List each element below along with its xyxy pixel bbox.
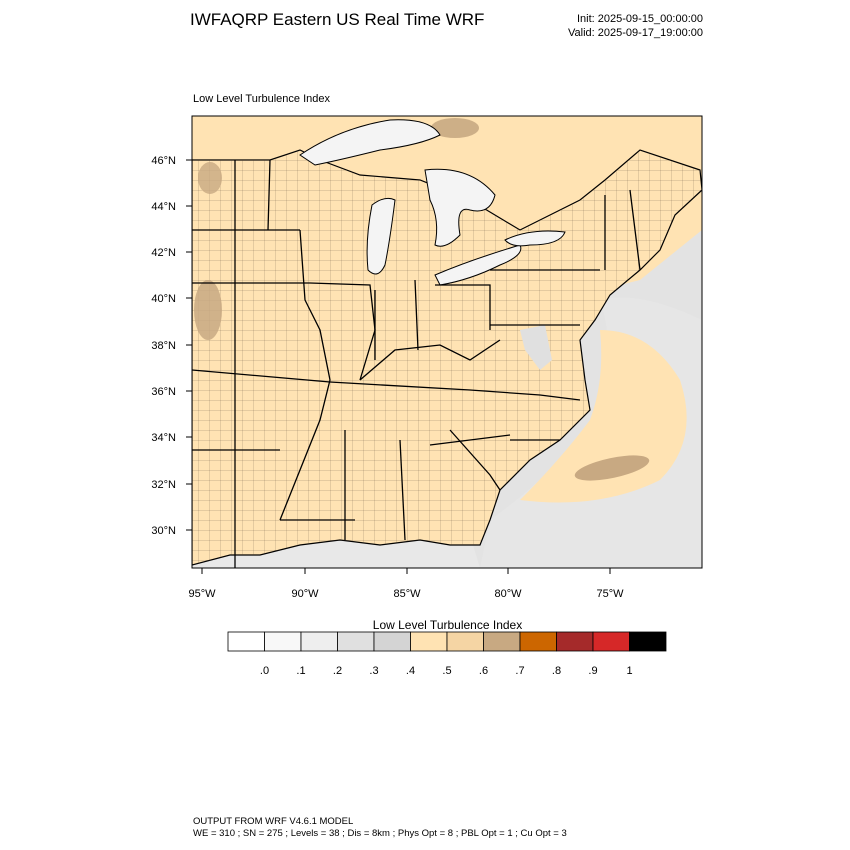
lon-label: 80°W [494, 588, 522, 600]
lat-label: 46°N [151, 155, 176, 167]
colorbar-box [337, 631, 375, 652]
colorbar-tick-label: .5 [442, 665, 451, 677]
lake-superior [299, 119, 441, 166]
lat-label: 32°N [151, 479, 176, 491]
init-time: Init: 2025-09-15_00:00:00 [577, 13, 703, 25]
lake-ontario [504, 230, 566, 247]
chesapeake-gray [520, 325, 552, 370]
longitude-axis: 95°W 90°W 85°W 80°W 75°W [188, 568, 624, 600]
colorbar-box [519, 631, 557, 652]
colorbar-box [629, 631, 667, 652]
colorbar-box [227, 631, 265, 652]
lake-erie [434, 244, 522, 286]
atlantic-high-index-patch [574, 455, 650, 481]
lat-label: 38°N [151, 340, 176, 352]
map-title: IWFAQRP Eastern US Real Time WRF [190, 10, 485, 29]
lat-label: 40°N [151, 293, 176, 305]
colorbar-box [556, 631, 594, 652]
lake-huron [424, 168, 496, 247]
model-info-line1: OUTPUT FROM WRF V4.6.1 MODEL [193, 816, 354, 827]
colorbar-tick-label: .2 [333, 665, 342, 677]
lake-michigan [366, 197, 396, 275]
field-subtitle: Low Level Turbulence Index [193, 93, 330, 105]
colorbar-tick-label: .0 [260, 665, 269, 677]
north-plains-patch [198, 162, 222, 194]
colorbar-box [264, 631, 302, 652]
colorbar-tick-label: 1 [626, 665, 632, 677]
ontario-patch [431, 118, 479, 138]
lat-label: 30°N [151, 525, 176, 537]
colorbar-tick-label: .4 [406, 665, 415, 677]
colorbar-tick-label: .1 [296, 665, 305, 677]
colorbar-tick-label: .7 [515, 665, 524, 677]
county-grid [192, 150, 702, 565]
colorbar-box [446, 631, 484, 652]
lat-label: 42°N [151, 247, 176, 259]
map-frame [191, 115, 703, 569]
model-info-line2: WE = 310 ; SN = 275 ; Levels = 38 ; Dis … [193, 828, 567, 839]
colorbar: .0 .1 .2 .3 .4 .5 .6 .7 .8 .9 1 [227, 631, 667, 677]
colorbar-box [483, 631, 521, 652]
lon-label: 75°W [596, 588, 624, 600]
colorbar-tick-label: .9 [588, 665, 597, 677]
latitude-axis: 46°N 44°N 42°N 40°N 38°N 36°N 34°N 32°N 30°N [151, 155, 192, 537]
valid-time: Valid: 2025-09-17_19:00:00 [568, 27, 703, 39]
lat-label: 44°N [151, 201, 176, 213]
lat-label: 36°N [151, 386, 176, 398]
state-boundaries [192, 159, 641, 568]
colorbar-box [592, 631, 630, 652]
lon-label: 95°W [188, 588, 216, 600]
lon-label: 85°W [393, 588, 421, 600]
colorbar-box [410, 631, 448, 652]
colorbar-title: Low Level Turbulence Index [372, 618, 523, 632]
plains-high-index-patch [194, 280, 222, 340]
colorbar-tick-label: .8 [552, 665, 561, 677]
colorbar-tick-label: .6 [479, 665, 488, 677]
lat-label: 34°N [151, 432, 176, 444]
map-area [192, 116, 702, 568]
colorbar-tick-label: .3 [369, 665, 378, 677]
lon-label: 90°W [291, 588, 319, 600]
colorbar-box [373, 631, 411, 652]
colorbar-box [300, 631, 338, 652]
